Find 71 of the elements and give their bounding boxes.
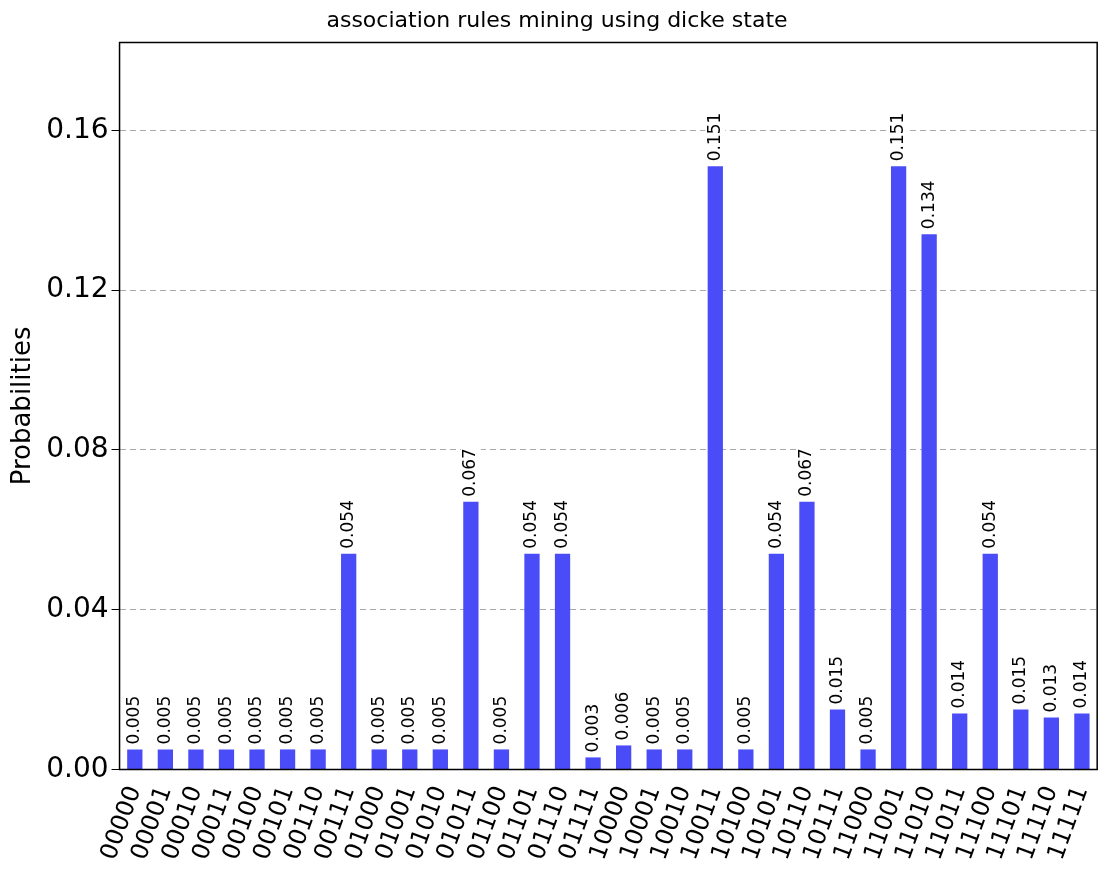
bar [1013,709,1029,769]
bar [554,553,571,769]
y-tick-label: 0.04 [46,590,109,624]
data-label: 0.054 [550,500,571,549]
bar [402,749,418,769]
y-axis-title: Probabilities [6,326,37,486]
bar [493,749,510,769]
data-label: 0.005 [184,695,205,745]
bar [188,749,204,769]
data-label: 0.005 [367,695,388,745]
bar [585,757,601,769]
bar [279,749,296,769]
bar [524,553,540,769]
bar [738,749,754,769]
data-label: 0.014 [1070,659,1091,709]
data-label: 0.005 [245,695,266,745]
y-tick-label: 0.12 [46,271,109,305]
bar [1074,713,1090,769]
data-label: 0.005 [276,695,296,745]
bar [982,553,998,769]
bar [249,749,265,769]
data-label: 0.015 [825,655,846,705]
bar [890,166,907,769]
y-tick-label: 0.16 [46,111,109,145]
data-label: 0.005 [123,695,144,745]
bar [310,749,326,769]
data-label: 0.054 [520,500,541,549]
bar [127,749,143,769]
data-label: 0.005 [489,695,510,745]
data-label: 0.005 [642,695,663,745]
data-label: 0.005 [673,695,694,745]
bar [432,749,448,769]
bar [341,553,357,769]
bar [371,749,387,769]
data-label: 0.006 [612,691,633,741]
bar [829,709,846,769]
bar [646,749,662,769]
data-label: 0.005 [428,695,449,745]
bar [157,749,174,769]
bar [1043,717,1059,769]
data-label: 0.013 [1039,663,1060,713]
data-label: 0.134 [917,180,938,230]
bar [768,553,785,769]
bar [677,749,693,769]
bar [707,166,723,769]
data-label: 0.005 [306,695,327,745]
data-label: 0.003 [581,703,602,753]
y-tick-label: 0.00 [46,750,109,784]
bar [952,713,968,769]
data-label: 0.067 [795,448,816,497]
bar [218,749,235,769]
bar [921,234,937,769]
bar [616,745,632,769]
data-label: 0.067 [459,448,480,497]
bar [463,501,479,769]
data-label: 0.005 [856,695,877,745]
data-label: 0.015 [1009,655,1030,705]
data-label: 0.054 [337,500,358,549]
bar [860,749,876,769]
data-label: 0.054 [764,500,785,549]
data-label: 0.014 [948,659,969,709]
data-label: 0.005 [734,695,755,745]
data-label: 0.151 [887,112,908,162]
y-tick-label: 0.08 [46,431,109,465]
bar [799,501,815,769]
chart-title: association rules mining using dicke state [326,6,788,32]
data-label: 0.005 [153,695,174,745]
data-label: 0.151 [703,112,724,162]
data-label: 0.005 [398,695,419,745]
data-label: 0.054 [978,500,999,549]
data-label: 0.005 [214,695,235,745]
